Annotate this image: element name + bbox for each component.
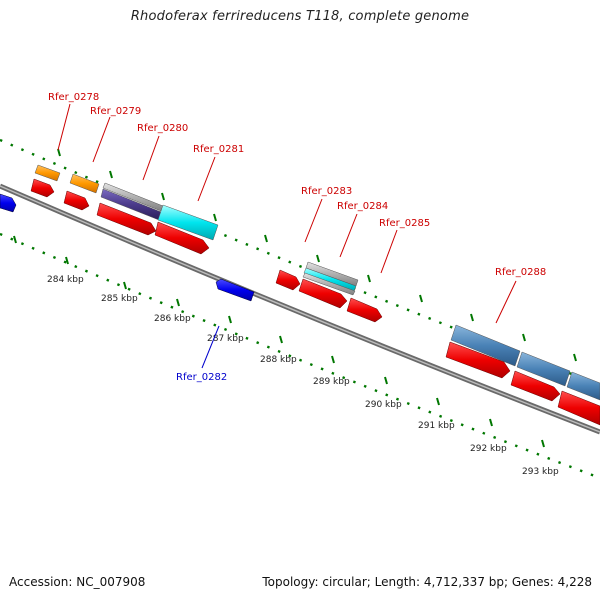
cds-forward-arrow[interactable] xyxy=(275,269,301,291)
forward-cds-track xyxy=(30,178,600,426)
cds-forward-arrow[interactable] xyxy=(346,297,383,323)
leader-line-reverse xyxy=(201,325,220,369)
scale-label: 292 kbp xyxy=(470,444,507,454)
gene-label[interactable]: Rfer_0288 xyxy=(495,267,546,278)
gene-label[interactable]: Rfer_0280 xyxy=(137,123,188,134)
feature-orange[interactable] xyxy=(34,164,61,182)
scale-label: 290 kbp xyxy=(365,400,402,410)
scale-label: 293 kbp xyxy=(522,467,559,477)
scale-label: 286 kbp xyxy=(154,314,191,324)
gene-label[interactable]: Rfer_0283 xyxy=(301,186,352,197)
gene-label[interactable]: Rfer_0282 xyxy=(176,372,227,383)
cds-forward-arrow[interactable] xyxy=(30,178,55,198)
cds-reverse-arrow[interactable] xyxy=(215,278,255,302)
cds-reverse-arrow[interactable] xyxy=(0,193,17,213)
feature-track xyxy=(34,164,600,401)
outer-major-ticks xyxy=(57,148,577,362)
feature-steelblue[interactable] xyxy=(516,351,571,387)
gene-label[interactable]: Rfer_0279 xyxy=(90,106,141,117)
leader-lines xyxy=(57,103,517,324)
gene-label[interactable]: Rfer_0284 xyxy=(337,201,388,212)
scale-label: 287 kbp xyxy=(207,334,244,344)
feature-steelblue[interactable] xyxy=(450,324,521,367)
feature-steelblue[interactable] xyxy=(566,371,600,401)
cds-forward-arrow[interactable] xyxy=(510,370,561,402)
accession-label: Accession: NC_007908 xyxy=(9,575,146,589)
cds-forward-arrow[interactable] xyxy=(96,202,157,236)
cds-forward-arrow[interactable] xyxy=(298,278,348,309)
scale-label: 289 kbp xyxy=(313,377,350,387)
gene-label[interactable]: Rfer_0278 xyxy=(48,92,99,103)
gene-label[interactable]: Rfer_0281 xyxy=(193,144,244,155)
cds-forward-arrow[interactable] xyxy=(63,190,90,211)
feature-cyan[interactable] xyxy=(157,204,219,241)
scale-label: 288 kbp xyxy=(260,355,297,365)
inner-tick-ring xyxy=(0,232,600,480)
scale-label: 284 kbp xyxy=(47,275,84,285)
cds-forward-arrow[interactable] xyxy=(154,221,210,255)
reverse-cds-track xyxy=(0,193,255,302)
inner-major-ticks xyxy=(13,235,545,448)
feature-orange[interactable] xyxy=(69,173,100,194)
scale-label: 285 kbp xyxy=(101,294,138,304)
genome-summary: Topology: circular; Length: 4,712,337 bp… xyxy=(262,575,592,589)
feature-gray[interactable] xyxy=(302,272,356,296)
cds-forward-arrow[interactable] xyxy=(557,390,600,426)
cds-forward-arrow[interactable] xyxy=(445,341,511,379)
backbone xyxy=(0,183,600,435)
scale-label: 291 kbp xyxy=(418,421,455,431)
gene-label[interactable]: Rfer_0285 xyxy=(379,218,430,229)
map-title: Rhodoferax ferrireducens T118, complete … xyxy=(130,9,470,24)
